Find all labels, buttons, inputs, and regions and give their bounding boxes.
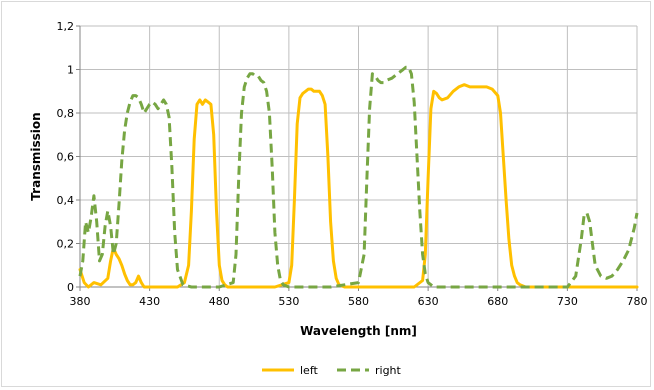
legend-label-right: right — [375, 364, 402, 377]
y-tick-label: 1 — [67, 64, 74, 77]
tick-labels: 0 0,2 0,4 0,6 0,8 1 1,2 380 430 480 530 580 630 680 73… — [57, 20, 648, 308]
y-tick-label: 0,6 — [57, 151, 75, 164]
series-line-left — [78, 83, 639, 289]
x-tick-label: 380 — [70, 295, 91, 308]
x-axis-title: Wavelength [nm] — [300, 324, 417, 338]
legend: left right — [262, 364, 402, 377]
x-tick-label: 630 — [418, 295, 439, 308]
x-tick-label: 780 — [627, 295, 648, 308]
x-tick-label: 530 — [278, 295, 299, 308]
x-tick-label: 680 — [487, 295, 508, 308]
x-tick-label: 480 — [209, 295, 230, 308]
y-tick-label: 0,2 — [57, 238, 75, 251]
y-tick-label: 1,2 — [57, 20, 75, 33]
y-axis-title: Transmission — [29, 112, 43, 200]
axes — [76, 25, 638, 291]
y-tick-label: 0,4 — [57, 194, 75, 207]
grid — [80, 25, 638, 287]
series-line-right — [78, 65, 639, 289]
x-tick-label: 730 — [557, 295, 578, 308]
y-tick-label: 0 — [67, 281, 74, 294]
x-tick-label: 430 — [139, 295, 160, 308]
legend-label-left: left — [300, 364, 319, 377]
series-lines — [78, 65, 639, 289]
x-tick-label: 580 — [348, 295, 369, 308]
y-tick-label: 0,8 — [57, 107, 75, 120]
